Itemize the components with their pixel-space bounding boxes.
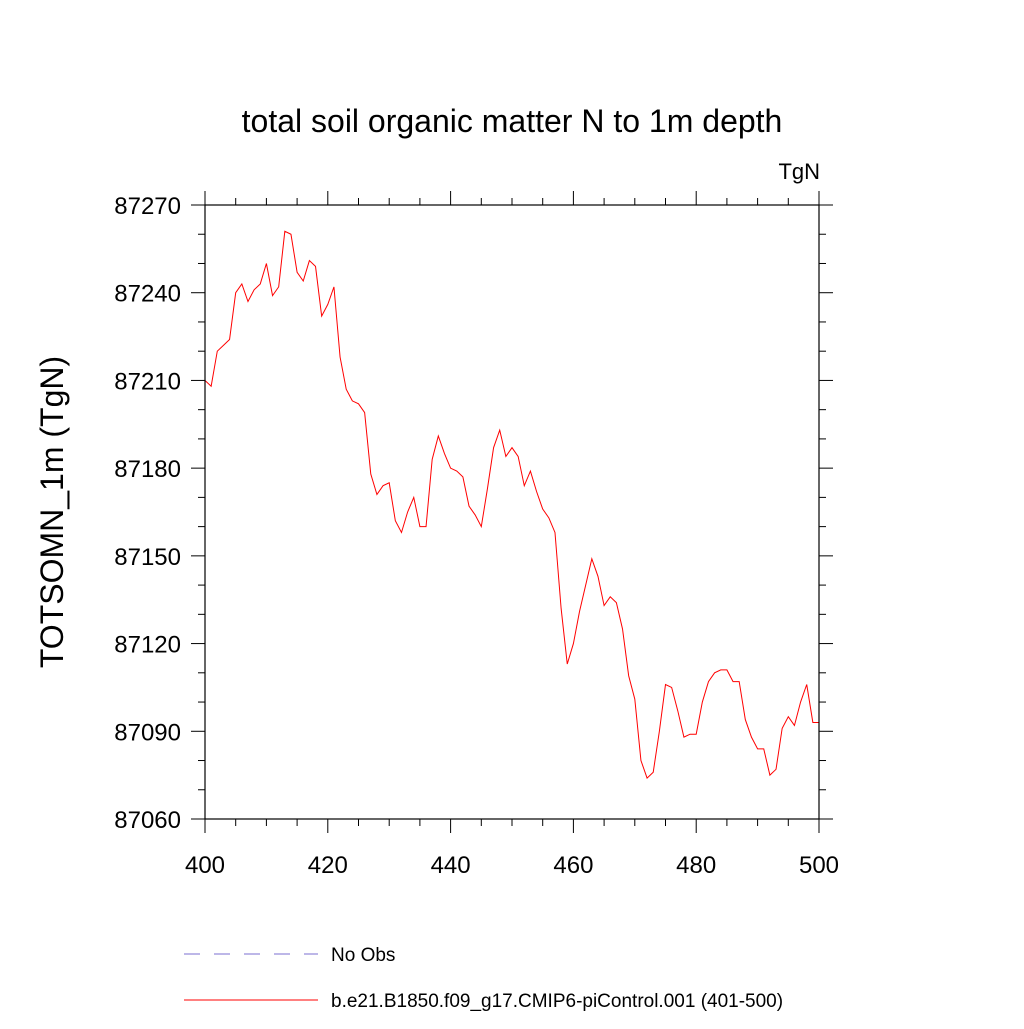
legend: No Obs b.e21.B1850.f09_g17.CMIP6-piContro… — [184, 945, 783, 1012]
x-tick-label: 400 — [185, 852, 225, 879]
plot-frame — [204, 204, 820, 820]
y-tick-label: 87090 — [114, 719, 181, 746]
series-line-1 — [204, 230, 819, 779]
y-tick-label: 87210 — [114, 368, 181, 395]
y-tick-label: 87060 — [114, 807, 181, 834]
y-tick-label: 87240 — [114, 281, 181, 308]
y-tick-label: 87120 — [114, 632, 181, 659]
x-tick-label: 420 — [308, 852, 348, 879]
y-tick-label: 87270 — [114, 193, 181, 220]
chart-title: total soil organic matter N to 1m depth — [242, 103, 783, 139]
y-tick-label: 87180 — [114, 456, 181, 483]
units-label: TgN — [778, 159, 820, 184]
legend-label: No Obs — [331, 945, 395, 966]
x-tick-label: 440 — [431, 852, 471, 879]
series-lines — [204, 230, 819, 779]
axis-ticks: 400 420 440 460 480 500 87060 87090 87120 87150 87… — [114, 191, 839, 879]
y-axis-label: TOTSOMN_1m (TgN) — [34, 356, 70, 668]
x-tick-label: 500 — [799, 852, 839, 879]
y-tick-label: 87150 — [114, 544, 181, 571]
x-tick-label: 460 — [553, 852, 593, 879]
legend-label: b.e21.B1850.f09_g17.CMIP6-piControl.001 … — [331, 991, 783, 1012]
x-tick-label: 480 — [676, 852, 716, 879]
